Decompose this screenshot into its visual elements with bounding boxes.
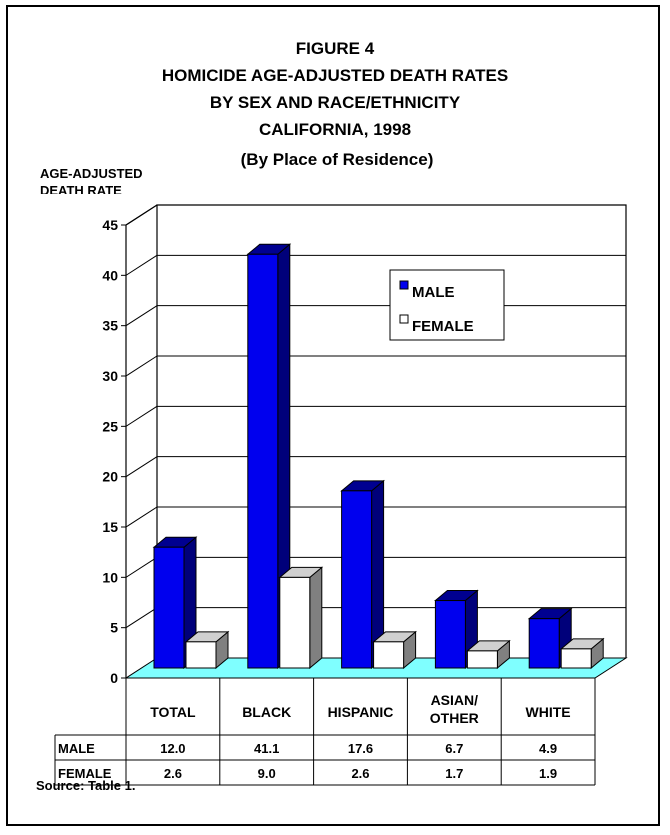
legend-swatch-male <box>399 280 409 290</box>
table-value-male-5: 4.9 <box>539 741 557 756</box>
table-value-female-4: 1.7 <box>445 766 463 781</box>
bar-female-4 <box>466 639 511 670</box>
chart-title: FIGURE 4 HOMICIDE AGE-ADJUSTED DEATH RATE… <box>162 39 508 169</box>
y-tick-label-10: 10 <box>102 569 118 585</box>
y-label-line-2-wrap: DEATH RATE <box>40 183 122 198</box>
data-table: TOTAL BLACK HISPANIC ASIAN/OTHER WHITE MALE 12… <box>54 678 596 786</box>
table-value-female-1: 2.6 <box>164 766 182 781</box>
side-gridline-10 <box>125 556 158 578</box>
side-gridline-5 <box>125 607 158 629</box>
bar-front <box>247 253 279 669</box>
table-value-female-3: 2.6 <box>351 766 369 781</box>
y-tick-label-15: 15 <box>102 519 118 535</box>
y-label-line-2: DEATH RATE <box>40 183 122 198</box>
x-tick-label-4-line-1: ASIAN/ <box>431 692 479 708</box>
table-value-male-1: 12.0 <box>160 741 185 756</box>
x-tick-label-3: HISPANIC <box>328 704 394 720</box>
x-tick-label-5: WHITE <box>526 704 571 720</box>
bar-front <box>185 641 217 669</box>
table-value-female-2: 9.0 <box>258 766 276 781</box>
figure-frame <box>6 5 660 826</box>
bar-female-5 <box>559 637 605 670</box>
title-line-2: HOMICIDE AGE-ADJUSTED DEATH RATES <box>162 66 508 85</box>
legend: MALE FEMALE <box>389 269 505 341</box>
bar-front <box>341 490 373 669</box>
y-tick-label-30: 30 <box>102 368 118 384</box>
bar-front <box>466 650 498 669</box>
y-label-line-1: AGE-ADJUSTED <box>40 166 143 181</box>
x-tick-label-2: BLACK <box>242 704 291 720</box>
table-value-male-2: 41.1 <box>254 741 279 756</box>
title-line-4: CALIFORNIA, 1998 <box>259 120 411 139</box>
y-tick-labels: 0 5 10 15 20 25 30 35 40 45 <box>102 217 126 686</box>
legend-label-male: MALE <box>412 284 455 301</box>
table-value-male-3: 17.6 <box>348 741 373 756</box>
y-tick-label-5: 5 <box>110 620 118 636</box>
y-tick-label-20: 20 <box>102 469 118 485</box>
bar-female-3 <box>372 630 417 670</box>
y-axis-label: AGE-ADJUSTED DEATH RATE <box>40 166 143 198</box>
bar-front <box>373 641 405 669</box>
legend-box <box>389 269 505 341</box>
x-tick-label-1: TOTAL <box>150 704 196 720</box>
side-gridline-35 <box>125 305 158 327</box>
side-gridline-25 <box>125 405 158 427</box>
title-line-5: (By Place of Residence) <box>241 150 434 169</box>
bar-front <box>560 648 592 669</box>
bar-front <box>434 600 466 669</box>
gridlines <box>125 204 626 629</box>
table-value-male-4: 6.7 <box>445 741 463 756</box>
bar-female-2 <box>278 566 324 670</box>
table-value-female-5: 1.9 <box>539 766 557 781</box>
title-line-1: FIGURE 4 <box>296 39 375 58</box>
bar-side <box>309 566 323 670</box>
y-tick-label-45: 45 <box>102 217 118 233</box>
bar-front <box>153 546 185 669</box>
table-row-label-female: FEMALE <box>58 766 112 781</box>
y-tick-label-0: 0 <box>110 670 118 686</box>
bar-male-1 <box>152 536 198 670</box>
side-gridline-20 <box>125 456 158 478</box>
side-gridline-30 <box>125 355 158 377</box>
side-gridline-15 <box>125 506 158 528</box>
y-tick-label-25: 25 <box>102 418 118 434</box>
source-note: Source: Table 1. <box>36 778 135 793</box>
bar-male-3 <box>340 479 385 670</box>
side-gridline-40 <box>125 254 158 276</box>
y-tick-label-40: 40 <box>102 267 118 283</box>
bars <box>152 243 605 670</box>
side-wall-outline <box>125 204 158 678</box>
bar-front <box>279 576 311 669</box>
title-line-3: BY SEX AND RACE/ETHNICITY <box>210 93 461 112</box>
side-gridline-45 <box>125 204 158 226</box>
legend-swatch-female <box>399 314 409 324</box>
legend-label-female: FEMALE <box>412 318 474 335</box>
x-tick-label-4-line-2: OTHER <box>430 710 479 726</box>
bar-female-1 <box>184 630 230 670</box>
y-tick-label-35: 35 <box>102 318 118 334</box>
table-row-label-male: MALE <box>58 741 95 756</box>
bar-front <box>528 618 560 669</box>
